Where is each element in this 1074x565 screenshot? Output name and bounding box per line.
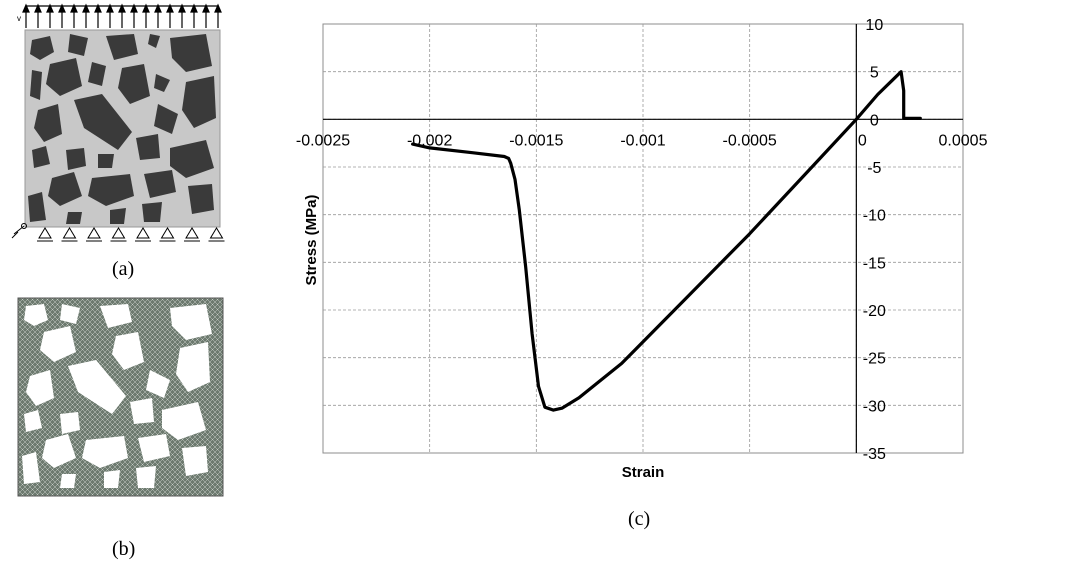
x-tick-label: -0.0025 [296,132,350,149]
x-axis-title: Strain [622,464,665,481]
mesh-aggregates [22,304,212,488]
caption-b: (b) [112,538,136,560]
load-label: v [17,14,21,23]
x-tick-labels: -0.0025 -0.002 -0.0015 -0.001 -0.0005 0 0.0005 [296,132,988,149]
y-tick-labels: 10 5 0 -5 -10 -15 -20 -25 -30 -35 [863,17,886,463]
y-tick-label: -10 [863,208,886,225]
y-tick-label: -20 [863,303,886,320]
roller-support [62,227,77,239]
panel-b: (b) [10,292,230,565]
roller-support [38,227,52,239]
specimen-geometry: v [11,3,225,242]
roller-supports [37,227,225,242]
caption-c: (c) [628,508,651,530]
load-arrowhead [154,3,162,13]
load-arrowhead [118,3,126,13]
y-tick-label: 5 [870,65,879,82]
load-arrowhead [106,3,114,13]
plot-area [322,23,964,454]
caption-a: (a) [112,258,135,280]
roller-support [111,227,126,239]
roller-support [209,227,224,239]
y-tick-label: -5 [867,160,881,177]
load-arrowhead [34,3,42,13]
mesh-geometry [17,297,224,497]
y-tick-label: -25 [863,351,886,368]
vertical-gridlines [429,24,857,453]
load-arrowhead [166,3,174,13]
y-tick-label: 10 [865,17,883,34]
roller-support [160,227,175,239]
y-axis-title: Stress (MPa) [303,195,320,286]
load-arrowhead [94,3,102,13]
roller-support [185,227,199,239]
load-arrowhead [22,3,30,13]
x-tick-label: -0.001 [620,132,665,149]
roller-support [87,227,101,239]
y-tick-label: -15 [863,255,886,272]
load-arrowhead [190,3,198,13]
y-tick-label: -30 [863,398,886,415]
load-arrows [22,3,222,28]
load-arrowhead [58,3,66,13]
load-arrowhead [82,3,90,13]
y-tick-label: 0 [870,112,879,129]
series-line-stress-strain [411,70,922,412]
load-arrowhead [142,3,150,13]
panel-a: v [10,0,230,290]
x-tick-label: -0.0015 [509,132,563,149]
load-arrowhead [70,3,78,13]
load-arrowhead [202,3,210,13]
aggregates [28,34,216,224]
x-tick-label: 0 [858,132,867,149]
x-tick-label: 0.0005 [939,132,988,149]
y-tick-label: -35 [863,446,886,463]
load-arrowhead [46,3,54,13]
load-arrowhead [178,3,186,13]
roller-support [136,227,150,239]
pin-support [11,223,27,239]
x-tick-label: -0.0005 [723,132,777,149]
load-arrowhead [214,3,222,13]
load-arrowhead [130,3,138,13]
